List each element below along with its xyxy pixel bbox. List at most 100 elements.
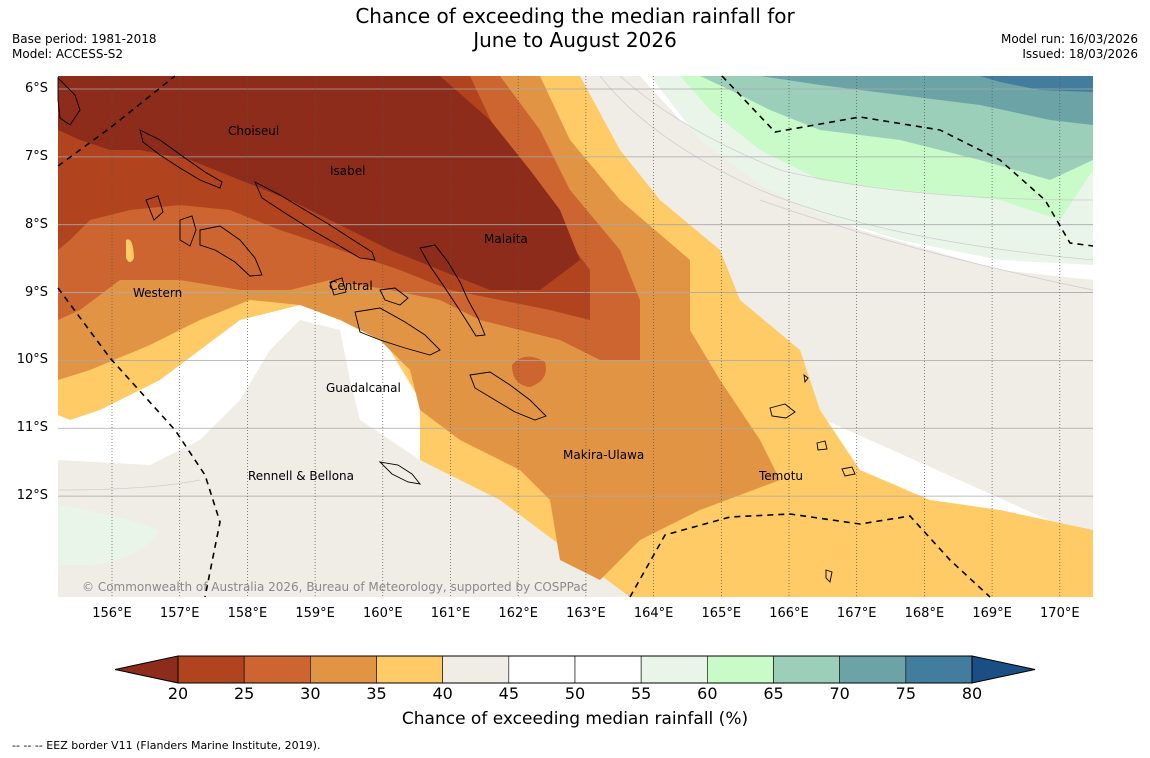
colorbar-segment: [442, 655, 510, 684]
title-line-2: June to August 2026: [473, 28, 677, 52]
longitude-label: 158°E: [227, 606, 268, 621]
island-central-outline: [329, 277, 347, 296]
colorbar-tick: 45: [498, 684, 519, 703]
colorbar-frame: [177, 655, 973, 684]
zone-patch-25-30: [512, 356, 546, 387]
model-text: Model: ACCESS-S2: [12, 47, 124, 61]
colorbar-tick: 40: [432, 684, 453, 703]
copyright-text: © Commonwealth of Australia 2026, Bureau…: [82, 580, 588, 594]
region-label-makira-ulawa: Makira-Ulawa: [563, 448, 645, 462]
longitude-label: 162°E: [498, 606, 538, 621]
zone-55-60-sw: [58, 505, 160, 565]
island-rennell-outline: [378, 461, 422, 485]
colorbar-extend-low: [114, 655, 179, 684]
region-label-western: Western: [133, 286, 183, 300]
colorbar-tick: 75: [895, 684, 916, 703]
base-period-text: Base period: 1981-2018: [12, 32, 157, 46]
colorbar-segment: [905, 655, 973, 684]
island-vanikoro-outline: [816, 440, 828, 451]
contour-lines: [58, 76, 1093, 491]
island-newgeorgia-outline: [179, 215, 197, 247]
colorbar-label: Chance of exceeding median rainfall (%): [401, 709, 749, 729]
longitude-label: 170°E: [1040, 606, 1080, 621]
longitude-label: 156°E: [92, 606, 132, 621]
zone-lt20: [58, 76, 580, 290]
graticule: [58, 76, 1093, 597]
zone-patch-yellow: [126, 239, 134, 262]
colorbar-tick: 60: [697, 684, 718, 703]
colorbar-tick: 80: [961, 684, 983, 703]
colorbar: [114, 655, 1036, 684]
island-choiseul-outline: [139, 129, 223, 189]
island-malaita-outline: [419, 244, 486, 337]
region-label-temotu: Temotu: [759, 469, 804, 483]
island-guadalcanal-outline: [354, 307, 441, 356]
zone-40-45: [58, 76, 1093, 597]
zone-75-80: [980, 76, 1093, 92]
island-torres-outline: [825, 569, 833, 583]
colorbar-tick: 50: [564, 684, 586, 703]
longitude-label: 164°E: [633, 606, 674, 621]
longitude-label: 166°E: [769, 606, 809, 621]
colorbar-segment: [177, 655, 245, 684]
title-line-1: Chance of exceeding the median rainfall …: [355, 4, 795, 28]
latitude-label: 10°S: [16, 352, 48, 368]
colorbar-segment: [773, 655, 840, 684]
colorbar-segment: [707, 655, 774, 684]
island-tikopia-outline: [841, 466, 856, 477]
colorbar-segment: [508, 655, 576, 684]
latitude-label: 6°S: [24, 81, 48, 96]
zone-70-75: [760, 76, 1093, 125]
region-label-isabel: Isabel: [330, 164, 366, 178]
colorbar-segment: [243, 655, 311, 684]
region-label-choiseul: Choiseul: [228, 124, 280, 138]
colorbar-extend-high: [971, 655, 1036, 684]
island-florida-outline: [379, 287, 409, 306]
longitude-label: 169°E: [972, 606, 1012, 621]
island-isabel-outline: [254, 181, 376, 261]
longitude-label: 159°E: [295, 606, 335, 621]
eez-border-south: [629, 513, 991, 598]
colorbar-tick: 65: [763, 684, 784, 703]
region-label-rennell-bellona: Rennell & Bellona: [248, 469, 355, 483]
longitude-label: 160°E: [363, 606, 403, 621]
latitude-label: 8°S: [24, 216, 48, 232]
region-label-guadalcanal: Guadalcanal: [326, 381, 401, 395]
region-label-malaita: Malaita: [484, 232, 528, 246]
probability-field: [58, 76, 1093, 597]
island-duff-outline: [803, 373, 809, 384]
island-makira-outline: [469, 371, 547, 421]
colorbar-segment: [310, 655, 377, 684]
issued-text: Issued: 18/03/2026: [1022, 47, 1138, 61]
island-outlines: [57, 76, 856, 583]
island-bougainville-outline: [57, 76, 81, 126]
longitude-label: 161°E: [430, 606, 471, 621]
island-western-group-outline: [199, 225, 263, 277]
meta-left: Base period: 1981-2018 Model: ACCESS-S2: [12, 32, 157, 62]
colorbar-tick: 25: [233, 684, 255, 703]
colorbar-segment: [376, 655, 443, 684]
latitude-label: 7°S: [24, 148, 48, 164]
latitude-label: 12°S: [16, 488, 48, 504]
eez-border-west: [57, 287, 221, 598]
model-run-text: Model run: 16/03/2026: [1000, 32, 1138, 46]
longitude-label: 157°E: [159, 606, 200, 621]
eez-legend-text: -- -- -- EEZ border V11 (Flanders Marine…: [12, 739, 321, 752]
island-vella-outline: [145, 195, 164, 221]
longitude-label: 167°E: [836, 606, 877, 621]
colorbar-segment: [640, 655, 708, 684]
colorbar-segment: [839, 655, 907, 684]
longitude-label: 165°E: [701, 606, 742, 621]
latitude-label: 11°S: [16, 420, 48, 436]
colorbar-tick: 20: [167, 684, 189, 703]
colorbar-tick: 55: [630, 684, 652, 703]
longitude-label: 163°E: [566, 606, 606, 621]
colorbar-tick: 35: [366, 684, 387, 703]
colorbar-tick: 30: [300, 684, 321, 703]
map-title: Chance of exceeding the median rainfall …: [0, 4, 1150, 52]
eez-border-ne: [721, 75, 1094, 247]
longitude-label: 168°E: [904, 606, 945, 621]
island-santacruz-outline: [769, 403, 796, 419]
colorbar-tick: 70: [829, 684, 850, 703]
